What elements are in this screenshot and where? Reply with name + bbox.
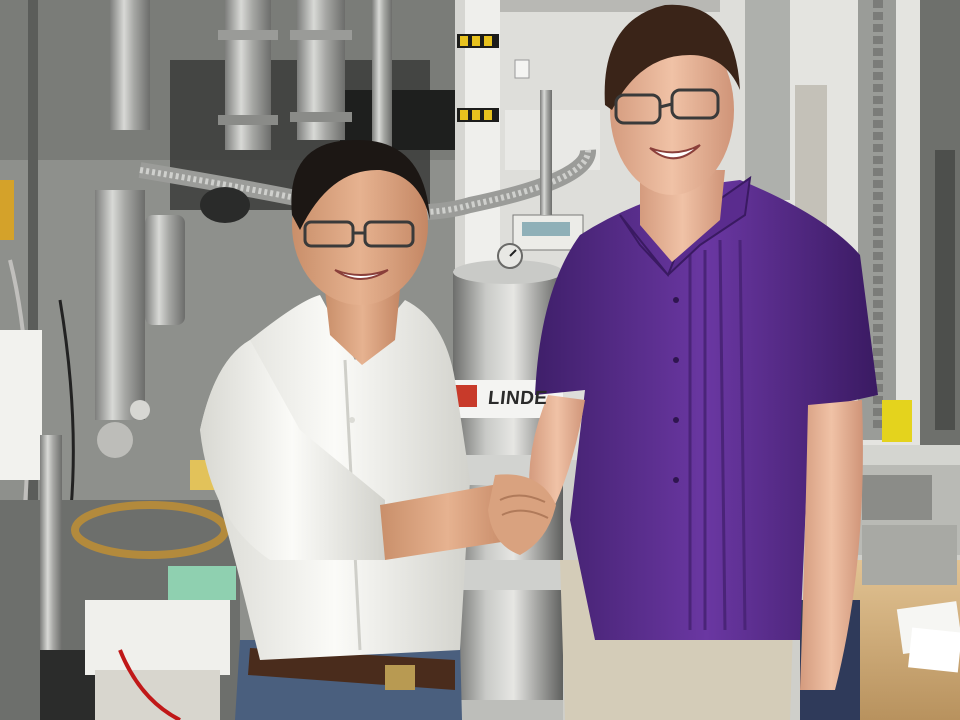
dewar-brand-label: LINDE <box>486 388 549 409</box>
pressure-gauge-icon <box>497 243 523 269</box>
hazard-stripe-icon <box>457 34 499 122</box>
